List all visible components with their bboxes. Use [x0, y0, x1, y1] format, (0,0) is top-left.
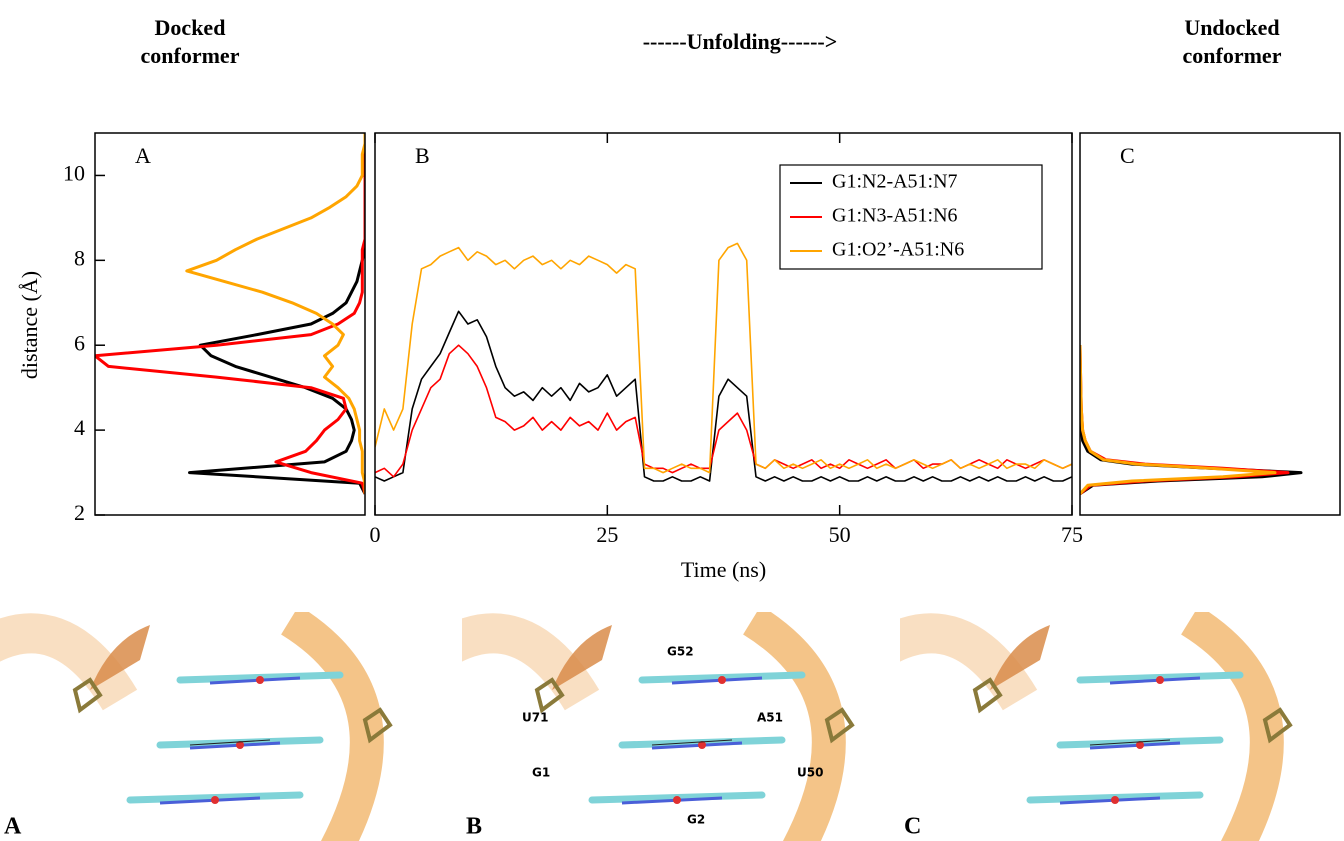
image-label: A	[4, 814, 22, 840]
x-tick-label: 50	[829, 522, 851, 547]
y-tick-label: 2	[74, 500, 85, 525]
plot-frame	[95, 133, 365, 515]
legend-label: G1:N3-A51:N6	[832, 205, 958, 227]
atom	[718, 676, 726, 684]
y-tick-label: 4	[74, 415, 85, 440]
molecule-image	[442, 620, 852, 841]
series-line	[1080, 345, 1275, 494]
heading: ------Unfolding------>	[643, 29, 838, 54]
atom	[211, 796, 219, 804]
y-tick-label: 6	[74, 330, 85, 355]
residue-label: U50	[797, 766, 823, 780]
molecule-image	[0, 620, 390, 841]
atom	[256, 676, 264, 684]
series-line	[187, 133, 365, 494]
y-axis-label: distance (Å)	[17, 271, 42, 379]
molecule-image	[880, 620, 1290, 841]
panel-label: B	[415, 143, 430, 168]
x-axis-label: Time (ns)	[681, 557, 766, 582]
residue-label: G1	[532, 766, 550, 780]
panel-label: C	[1120, 143, 1135, 168]
y-tick-label: 8	[74, 245, 85, 270]
figure: Dockedconformer ------Unfolding------> Und…	[0, 0, 1344, 841]
atom	[1111, 796, 1119, 804]
backbone-ribbon	[1190, 620, 1267, 841]
legend-label: G1:O2’-A51:N6	[832, 239, 964, 261]
x-tick-label: 0	[370, 522, 381, 547]
backbone-ribbon	[752, 620, 829, 841]
residue-label: U71	[522, 711, 548, 725]
series-line	[375, 311, 1072, 481]
series-line	[375, 345, 1072, 477]
panel-label: A	[135, 143, 151, 168]
backbone-ribbon	[290, 620, 367, 841]
page: Dockedconformer ------Unfolding------> Und…	[0, 0, 1344, 841]
y-tick-label: 10	[63, 160, 85, 185]
residue-label: G2	[687, 813, 705, 827]
residue-label: G52	[667, 645, 694, 659]
image-label: C	[904, 814, 921, 840]
series-line	[375, 243, 1072, 472]
image-label: B	[466, 814, 482, 840]
x-tick-label: 75	[1061, 522, 1083, 547]
series-line	[190, 133, 366, 494]
atom	[673, 796, 681, 804]
plot-frame	[1080, 133, 1340, 515]
panel: C	[1080, 133, 1340, 515]
series-line	[95, 133, 365, 494]
x-tick-label: 25	[596, 522, 618, 547]
residue-label: A51	[757, 711, 783, 725]
panel: 2 4 6 8 10 distance (Å) A	[17, 133, 365, 525]
legend-label: G1:N2-A51:N7	[832, 171, 958, 193]
molecule-images	[0, 620, 1290, 841]
atom	[1156, 676, 1164, 684]
panel: 0 25 50 75 Time (ns) B G1:N2-A51:N7 G1:N3-A51:N…	[370, 133, 1084, 582]
